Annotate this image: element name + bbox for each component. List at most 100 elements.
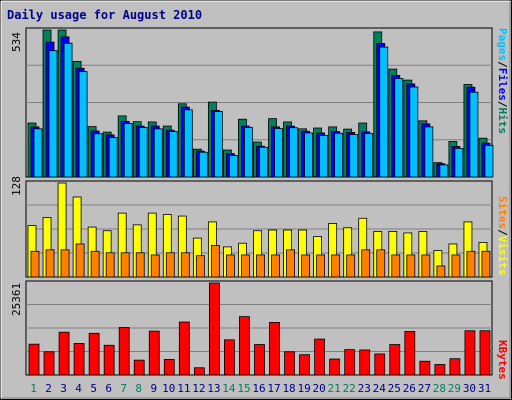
bar-kbytes-day-1 [28,343,40,376]
legend-visits: Visits [496,235,509,276]
day-label-29: 29 [447,382,462,395]
bar-pages-day-26 [409,86,419,178]
legend-kbytes: KBytes [496,340,509,380]
bar-kbytes-day-16 [254,344,265,376]
bar-sites-day-11 [180,252,190,278]
bar-pages-day-13 [213,111,223,178]
bar-pages-day-1 [33,128,43,178]
day-label-27: 27 [417,382,431,395]
day-label-14: 14 [222,382,236,395]
day-label-19: 19 [297,382,311,395]
bar-sites-day-20 [316,254,326,278]
bar-sites-day-24 [376,249,386,278]
bar-kbytes-day-6 [103,344,115,376]
day-label-20: 20 [312,382,326,395]
bar-kbytes-day-25 [389,344,401,376]
bar-sites-day-1 [30,250,40,278]
bar-pages-day-28 [439,164,449,178]
bar-kbytes-day-22 [344,349,356,376]
bar-pages-day-7 [123,123,133,178]
bar-pages-day-15 [244,127,253,178]
day-label-26: 26 [402,382,416,395]
day-label-7: 7 [120,382,128,395]
legend-pages: Pages [496,28,509,62]
bar-sites-day-23 [361,249,371,278]
day-label-8: 8 [135,382,143,395]
bar-kbytes-day-20 [314,338,326,376]
bar-pages-day-12 [198,151,208,178]
day-label-11: 11 [177,382,191,395]
day-label-5: 5 [90,382,97,395]
bar-kbytes-day-28 [434,364,446,376]
bar-sites-day-21 [331,254,341,278]
top-max-label: 534 [10,32,23,52]
legend-files: Files [496,67,509,101]
bar-pages-day-11 [183,109,193,178]
day-label-12: 12 [192,382,206,395]
day-label-1: 1 [30,382,37,395]
bar-sites-day-4 [75,243,85,278]
bar-kbytes-day-4 [73,343,85,376]
day-label-30: 30 [462,382,477,395]
bar-sites-day-3 [60,249,70,278]
bar-sites-day-10 [165,252,175,278]
bar-sites-day-8 [135,252,145,278]
bar-kbytes-day-2 [43,351,55,376]
day-label-25: 25 [387,382,401,395]
bar-sites-day-13 [210,245,220,278]
bar-kbytes-day-9 [148,330,160,376]
legend-bottom: KBytes [496,340,509,380]
bar-pages-day-2 [48,50,58,178]
bar-kbytes-day-31 [479,330,491,376]
bar-sites-day-19 [301,254,310,278]
chart-title: Daily usage for August 2010 [7,8,203,22]
bar-kbytes-day-17 [269,321,280,376]
day-label-4: 4 [75,382,82,395]
bar-kbytes-day-12 [193,367,205,376]
bar-sites-day-25 [391,254,401,278]
bar-pages-day-23 [364,133,374,178]
day-label-10: 10 [162,382,176,395]
bar-pages-day-31 [484,144,494,178]
bar-sites-day-17 [271,254,280,278]
bar-pages-day-3 [63,42,73,178]
bar-pages-day-19 [304,132,313,178]
day-label-15: 15 [237,382,251,395]
bar-sites-day-22 [346,254,356,278]
bar-pages-day-16 [259,146,268,178]
bar-kbytes-day-27 [419,360,431,376]
bar-pages-day-24 [379,46,389,178]
bar-sites-day-26 [406,254,416,278]
bar-sites-day-7 [120,252,130,278]
bar-sites-day-12 [195,255,205,278]
day-label-13: 13 [207,382,221,395]
bar-kbytes-day-21 [329,358,341,376]
bar-pages-day-25 [394,78,404,178]
bar-pages-day-9 [153,128,163,178]
bar-sites-day-30 [466,250,476,278]
day-label-18: 18 [282,382,296,395]
bar-pages-day-5 [93,133,103,178]
bar-pages-day-4 [78,71,88,178]
day-label-2: 2 [45,382,52,395]
bar-pages-day-22 [349,134,359,178]
bar-sites-day-9 [150,254,160,278]
bar-pages-day-8 [138,127,148,178]
bar-pages-day-27 [424,126,434,178]
bar-kbytes-day-30 [464,330,476,376]
bar-sites-day-6 [105,252,115,278]
bar-sites-day-15 [241,254,250,278]
bar-pages-day-14 [229,155,238,178]
bar-sites-day-27 [421,254,431,278]
bar-kbytes-day-8 [133,359,145,376]
bar-kbytes-day-3 [58,331,70,376]
bar-kbytes-day-13 [208,282,220,376]
day-label-23: 23 [357,382,371,395]
legend-top: Pages/Files/Hits [496,28,509,134]
bar-pages-day-30 [469,91,479,178]
bar-sites-day-28 [436,265,446,278]
bar-sites-day-16 [256,254,265,278]
bar-kbytes-day-10 [163,359,175,376]
